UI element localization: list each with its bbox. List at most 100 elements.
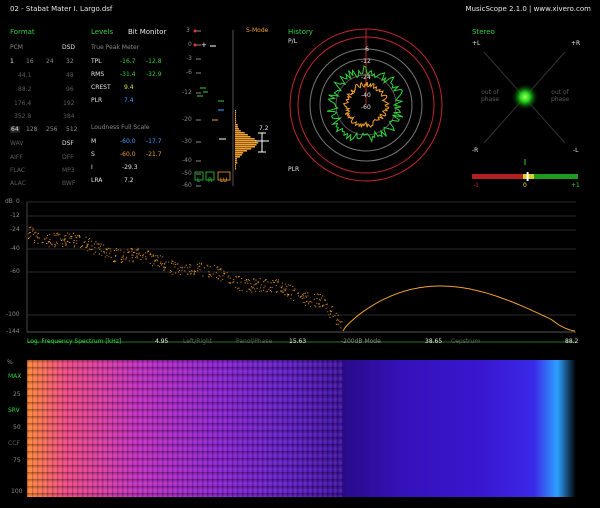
spectrum-point [163, 269, 165, 271]
loudness-heading: Loudness Full Scale [91, 124, 150, 131]
spectrum-point [66, 240, 68, 242]
spectrum-point [115, 255, 117, 257]
s-mode-label[interactable]: S-Mode [246, 27, 269, 34]
log-frequency-spectrum-tab[interactable]: Log. Frequency Spectrum [kHz] [27, 338, 122, 345]
x-tick-label: 15.63 [289, 338, 307, 345]
spectrum-point [223, 270, 225, 272]
histogram-bar [235, 156, 240, 158]
spectrum-point [50, 242, 51, 244]
spectrum-point [138, 253, 140, 255]
spectrum-point [269, 287, 271, 288]
spectrum-point [131, 254, 133, 256]
spectrum-point [293, 289, 295, 291]
meter-scale-label: -12 [182, 89, 192, 96]
bit-monitor-button[interactable]: Bit Monitor [128, 28, 167, 36]
type-dsf: DSF [62, 140, 74, 147]
spectrum-point [126, 256, 127, 258]
histogram-bar [235, 134, 248, 136]
spectrum-point [174, 262, 176, 263]
spectrum-point [336, 323, 338, 325]
spectrum-point [136, 257, 138, 259]
spectrum-point [197, 270, 199, 272]
spectrogram-y-label: 100 [11, 488, 23, 495]
spectrum-point [129, 251, 131, 253]
spectrum-point [306, 301, 308, 303]
spectrum-point [106, 254, 108, 256]
spectrum-point [338, 319, 340, 321]
spectrum-point [283, 291, 285, 293]
spectrum-point [298, 292, 299, 294]
spectrum-point [88, 238, 90, 240]
spectrum-point [193, 272, 195, 274]
spectrum-point [235, 286, 237, 288]
level-left-value: 9.4 [124, 84, 134, 91]
spectrum-point [164, 266, 166, 268]
spectrum-point [335, 323, 337, 325]
spectrum-point [81, 245, 83, 247]
spectrum-point [305, 295, 307, 297]
spectrum-point [177, 268, 179, 270]
histogram-bar [235, 124, 238, 126]
stereo-plus-r: +R [571, 40, 581, 47]
spectrum-point [259, 290, 261, 292]
spectrum-point [46, 237, 48, 239]
spectrum-point [152, 254, 154, 256]
spectrum-point [217, 269, 219, 271]
spectrum-point [246, 280, 248, 282]
spectrogram-music-region [27, 360, 343, 497]
spectrum-point [247, 282, 249, 284]
type-wav: WAV [10, 140, 24, 147]
spectrum-point [208, 271, 210, 273]
spectrum-point [91, 245, 93, 247]
meter-scale-label: -3 [186, 55, 192, 62]
left-right-tab[interactable]: Left/Right [183, 338, 213, 345]
spectrum-y-tick: -12 [10, 212, 20, 219]
channel-lu-label[interactable]: LU [220, 177, 228, 184]
type-aiff: AIFF [10, 154, 23, 161]
spectrum-point [113, 260, 115, 262]
spectrum-point [56, 241, 58, 243]
panorama-phase-tab[interactable]: Panol/Phase [236, 338, 273, 345]
true-peak-heading: True Peak Meter [91, 44, 140, 51]
spectrum-point [224, 273, 226, 275]
level-left-value: 7.4 [124, 97, 134, 104]
spectrum-point [179, 274, 181, 275]
spectrum-point [302, 295, 304, 297]
cepstrum-tab[interactable]: Cepstrum [451, 338, 481, 345]
spectrum-point [46, 243, 48, 244]
channel-l-label[interactable]: L [197, 177, 201, 184]
spectrum-point [190, 272, 192, 274]
spectrum-point [232, 282, 234, 284]
spectrum-point [217, 278, 219, 280]
spectrum-point [34, 240, 36, 242]
spectrum-point [65, 235, 67, 236]
spectrum-point [289, 284, 291, 286]
spectrum-point [325, 299, 327, 301]
spectrum-point [73, 246, 75, 248]
spectrum-point [42, 242, 44, 243]
spectrum-point [47, 234, 48, 236]
minus-200db-mode-tab[interactable]: -200dB Mode [341, 338, 381, 345]
spectrum-point [284, 289, 286, 291]
channel-r-label[interactable]: R [208, 177, 213, 184]
spectrum-point [190, 273, 192, 275]
spectrum-point [338, 323, 340, 325]
spectrum-point [67, 232, 69, 234]
lra-value-label: 7.2 [259, 125, 269, 132]
spectrum-point [177, 263, 179, 265]
spectrum-point [156, 259, 158, 261]
histogram-bar [235, 144, 257, 146]
spectrum-point [35, 231, 37, 233]
spectrum-point [51, 244, 53, 246]
spectrum-point [142, 255, 144, 257]
spectrum-point [318, 293, 320, 295]
meter-scale-label: 0 [188, 41, 192, 48]
spectrum-point [302, 294, 304, 295]
spectrum-point [302, 301, 304, 303]
spectrum-point [178, 271, 180, 273]
spectrum-point [332, 306, 334, 308]
spectrum-point [292, 289, 294, 291]
spectrum-point [132, 261, 134, 263]
histogram-bar [235, 138, 255, 140]
meter-marker [193, 29, 197, 33]
